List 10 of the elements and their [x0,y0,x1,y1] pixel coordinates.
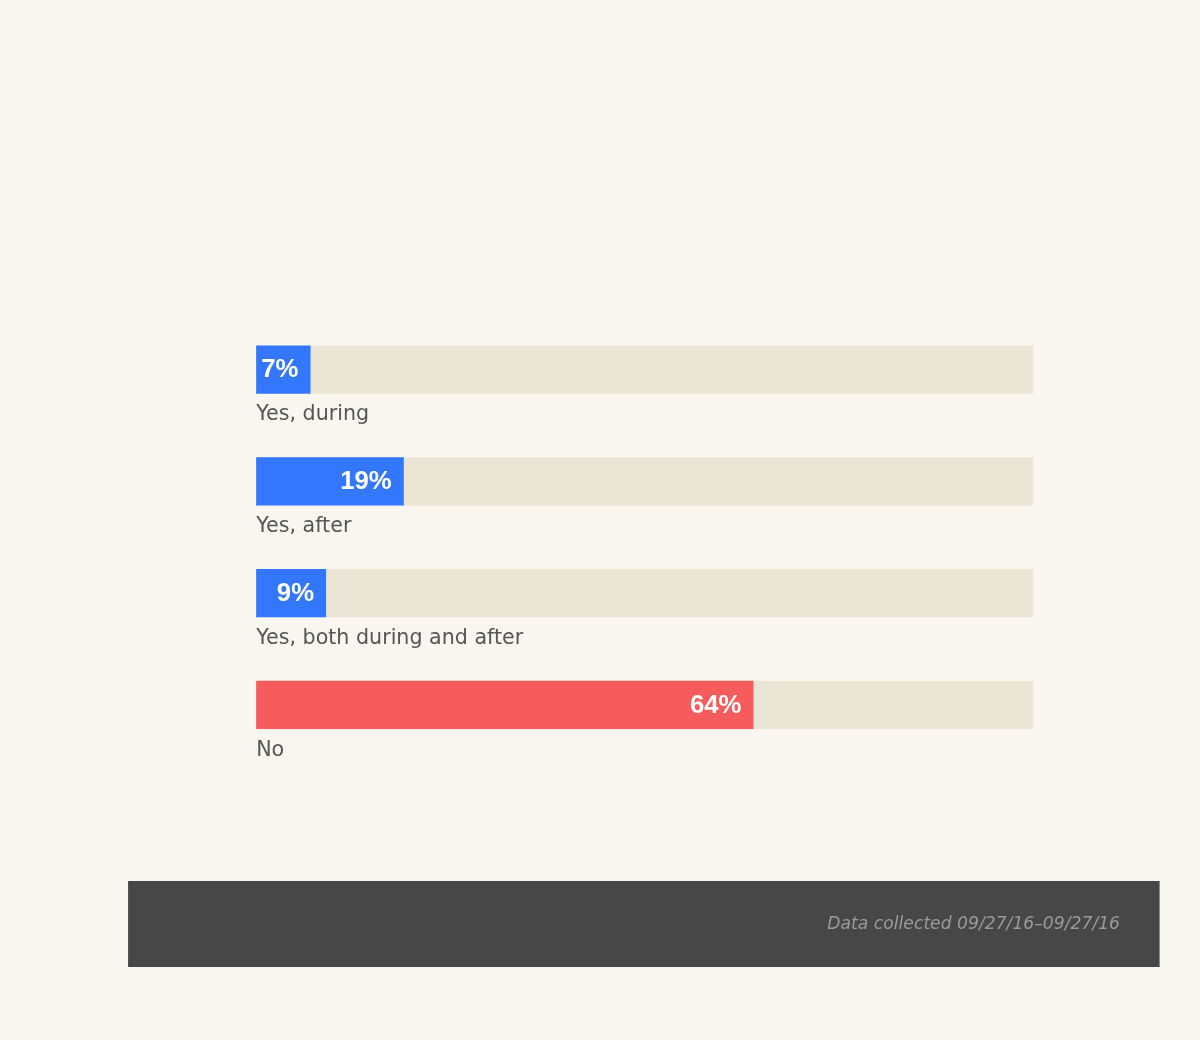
data-label: 19% [340,466,392,495]
data-label: 7% [261,354,299,383]
y-tick-label: No [256,736,285,761]
data-label: 64% [689,689,742,718]
bar [256,457,404,506]
y-tick-label: Yes, after [255,513,352,538]
y-tick-label: Yes, both during and after [255,624,524,649]
data-label: 9% [276,577,315,606]
y-tick-label: Yes, during [255,401,370,426]
text: Data collected 09/27/16–09/27/16 [827,913,1121,934]
